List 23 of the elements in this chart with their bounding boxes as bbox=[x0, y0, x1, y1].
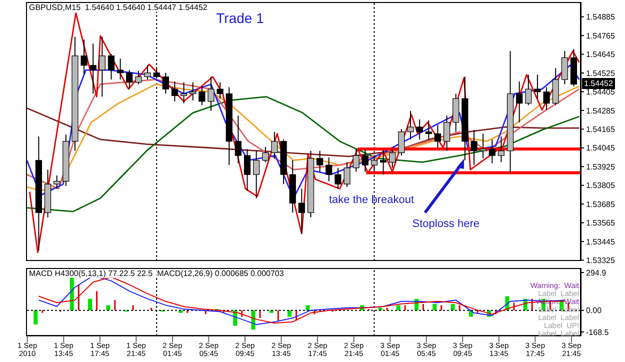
y-tick-label: 0.00 bbox=[586, 306, 602, 316]
y-tick-label: 1.53805 bbox=[586, 181, 616, 190]
chart-title: GBPUSD,M15 1.54640 1.54640 1.54447 1.54452 bbox=[29, 3, 208, 12]
y-tick-label: 1.54885 bbox=[586, 12, 616, 22]
y-tick-label: 1.53685 bbox=[586, 200, 616, 209]
y-tick-label: 1.53325 bbox=[586, 256, 616, 266]
y-tick-label: 1.54165 bbox=[586, 125, 616, 134]
y-tick-label: 1.53445 bbox=[586, 237, 616, 246]
y-tick-label: 294.9 bbox=[586, 268, 607, 278]
y-tick-label: 1.54525 bbox=[586, 68, 616, 78]
y-tick-label: 1.54405 bbox=[586, 88, 616, 97]
chart-title: MACD H4300(5,13,1) 77.22.5 22.5 MACD(12,26,9) 0.000685 0.000703 bbox=[29, 269, 284, 278]
annotation: 1.54452 bbox=[582, 78, 615, 90]
y-tick-label: 1.54285 bbox=[586, 106, 616, 116]
y-tick-label: 1.53925 bbox=[586, 162, 616, 172]
annotation: Stoploss here bbox=[412, 218, 480, 230]
y-tick-label: 1.53565 bbox=[586, 218, 616, 228]
annotation: take the breakout bbox=[328, 194, 414, 206]
y-tick-label: 1.54045 bbox=[586, 144, 616, 153]
y-tick-label: -168.5 bbox=[586, 328, 610, 337]
y-tick-label: 1.54645 bbox=[586, 50, 616, 60]
annotation: Trade 1 bbox=[216, 10, 264, 26]
y-tick-label: 1.54765 bbox=[586, 31, 616, 40]
